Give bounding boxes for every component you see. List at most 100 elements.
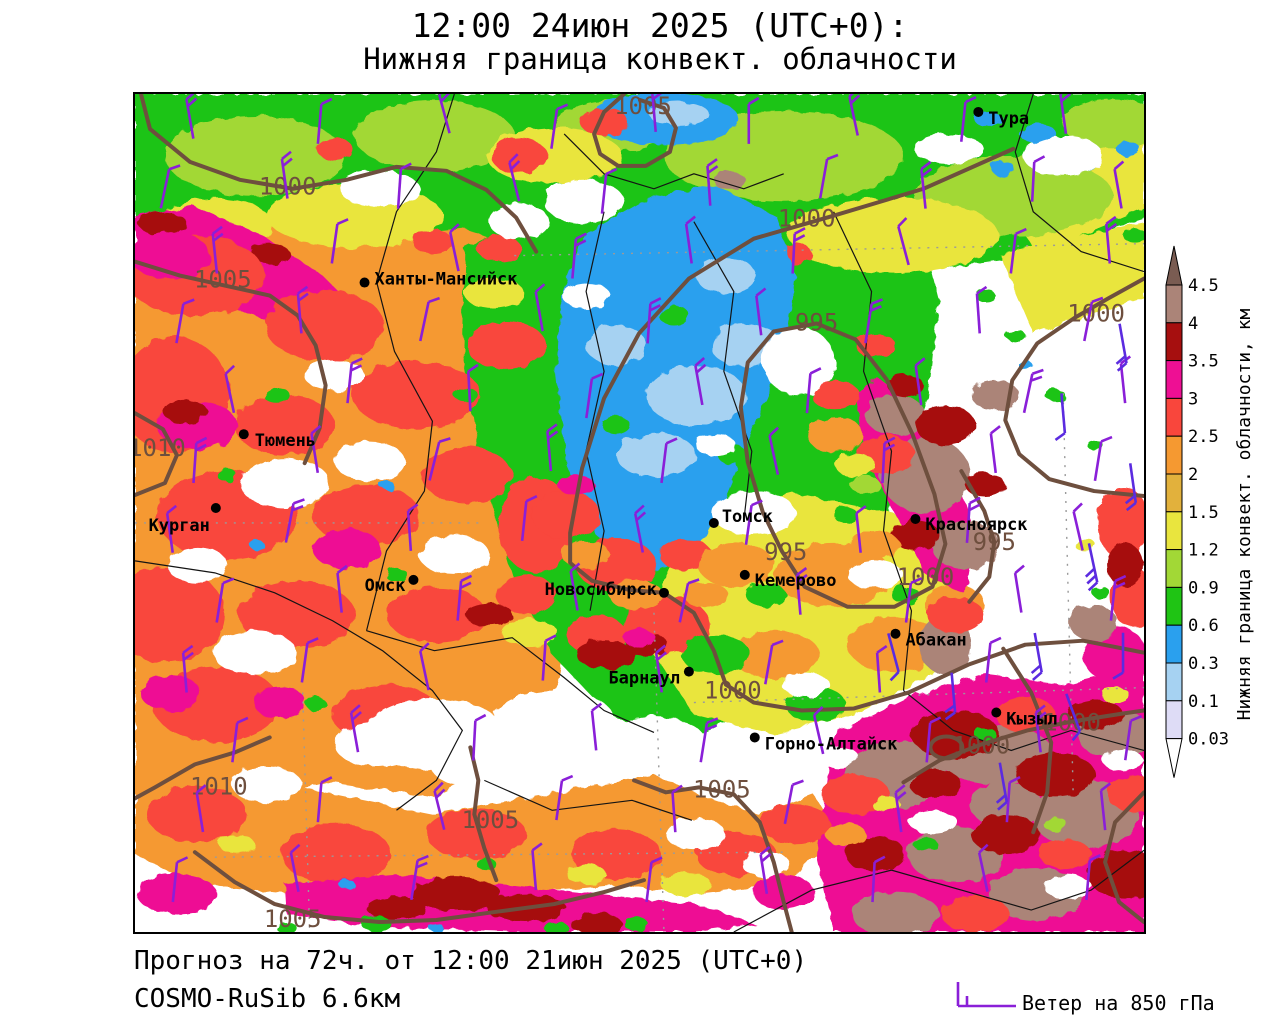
wind-barb-icon — [1119, 355, 1132, 404]
city-dot — [683, 666, 694, 677]
colorbar-segment — [1165, 360, 1183, 399]
wind-barb-icon — [1072, 502, 1084, 551]
colorbar-segment — [1165, 322, 1183, 362]
wind-barb-icon — [1013, 564, 1025, 613]
city-dot — [749, 732, 760, 743]
admin-boundaries — [135, 94, 1144, 932]
wind-barb-icon — [165, 504, 178, 553]
wind-barb-icon — [433, 781, 446, 830]
wind-barb-icon — [471, 713, 487, 761]
wind-barb-icon — [812, 706, 825, 755]
city-label: Кызыл — [1006, 708, 1057, 728]
city-dot — [238, 429, 249, 440]
colorbar-segment — [1165, 397, 1183, 437]
wind-barb-icon — [864, 298, 883, 344]
wind-barb-icon — [1034, 704, 1047, 753]
wind-barb-icon — [569, 562, 581, 611]
map-canvas: 1000 1005 1010 1010 1005 1000 995 995 995 1000 100… — [135, 94, 1144, 932]
wind-barb-icon — [396, 162, 412, 209]
colorbar-segment — [1165, 700, 1183, 740]
colorbar-segment — [1165, 549, 1183, 588]
wind-barb-icon — [975, 285, 988, 334]
colorbar-value: 1.2 — [1188, 541, 1219, 561]
wind-barb-icon — [791, 227, 806, 274]
wind-barb-icon — [534, 283, 546, 332]
wind-barb-icon — [448, 223, 460, 272]
colorbar-segment — [1165, 624, 1183, 664]
colorbar-value: 0.03 — [1188, 730, 1229, 750]
colorbar-value: 1.5 — [1188, 503, 1219, 523]
wind-barb-icon — [881, 436, 896, 484]
wind-barb-icon — [965, 496, 981, 543]
colorbar-value: 3.5 — [1188, 352, 1219, 372]
wind-barb-icon — [171, 856, 189, 903]
forecast-info: Прогноз на 72ч. от 12:00 21июн 2025 (UTC… — [134, 946, 808, 976]
wind-barb-icon — [546, 423, 559, 472]
city-dot — [408, 574, 419, 585]
colorbar-segment — [1165, 662, 1183, 702]
wind-barb-icon — [1123, 714, 1143, 761]
wind-barb-icon — [995, 762, 1009, 811]
wind-barb-icon — [231, 716, 249, 763]
city-label: Новосибирск — [545, 579, 657, 599]
wind-barb-icon — [660, 437, 678, 484]
wind-barb-icon — [585, 372, 604, 419]
wind-barb-icon — [181, 644, 194, 693]
wind-barb-icon — [437, 94, 451, 134]
isobar-label: 1010 — [190, 772, 248, 800]
colorbar-value: 0.3 — [1188, 654, 1219, 674]
isobar-label: 1000 — [1067, 299, 1125, 327]
wind-barb-icon — [508, 153, 521, 202]
city-dot — [910, 513, 921, 524]
wind-barb-icon — [684, 215, 696, 264]
colorbar-segment — [1165, 435, 1183, 475]
wind-barb-icon — [456, 574, 473, 621]
cloud-base-field — [135, 94, 1144, 932]
title-datetime: 12:00 24июн 2025 (UTC+0): — [411, 6, 909, 45]
city-label: Кемерово — [755, 570, 837, 590]
wind-barb-icon — [646, 297, 662, 344]
map-frame: 1000 1005 1010 1010 1005 1000 995 995 995 1000 100… — [133, 92, 1146, 934]
city-label: Томск — [722, 506, 773, 526]
wind-barb-icon — [316, 97, 333, 144]
wind-barb-icon — [1115, 323, 1128, 372]
graticule-lines — [135, 242, 1144, 932]
wind-barb-icon — [550, 103, 569, 149]
wind-barb-icon — [224, 364, 236, 414]
city-dot — [658, 587, 669, 598]
colorbar-value: 0.1 — [1188, 692, 1219, 712]
colorbar-value: 0.9 — [1188, 578, 1219, 598]
wind-barb-icon — [1083, 296, 1104, 342]
wind-barb-icon — [1022, 368, 1044, 414]
colorbar-segment — [1165, 586, 1183, 626]
wind-barb-icon — [1005, 775, 1021, 823]
isobar-label: 1010 — [135, 434, 186, 462]
city-label: Горно-Алтайск — [765, 733, 898, 753]
wind-barb-icon — [195, 784, 207, 833]
wind-barb-icon — [1084, 543, 1099, 592]
wind-barb-icon — [336, 564, 348, 613]
wind-barb-icon — [650, 94, 664, 132]
wind-barb-icon — [897, 217, 910, 266]
city-dot — [991, 707, 1002, 718]
wind-barb-icon — [871, 855, 886, 903]
wind-barb-icon — [541, 634, 557, 681]
isobar-label: 1005 — [264, 905, 322, 932]
isobar-label: 1005 — [194, 266, 252, 294]
wind-barb-icon — [406, 503, 419, 551]
wind-barb-icon — [887, 633, 900, 682]
wind-barb-icon — [211, 225, 224, 274]
colorbar-value: 3 — [1188, 389, 1198, 409]
wind-barb-icon — [330, 218, 349, 264]
wind-barb-icon — [571, 232, 587, 279]
wind-barb-icon — [192, 436, 208, 484]
wind-barb-icon — [410, 854, 429, 901]
city-label: Абакан — [905, 630, 966, 650]
colorbar-legend: 4.5 4 3.5 3 2.5 2 1.5 1.2 0.9 0.6 0.3 0.1 0.03Нижняя… — [1165, 245, 1255, 778]
city-dot — [739, 569, 750, 580]
isobar-label: 1005 — [693, 775, 751, 803]
wind-barb-icon — [1030, 632, 1043, 681]
colorbar-value: 2.5 — [1188, 427, 1219, 447]
wind-barb-icon — [633, 504, 647, 553]
city-label: Красноярск — [925, 514, 1027, 534]
